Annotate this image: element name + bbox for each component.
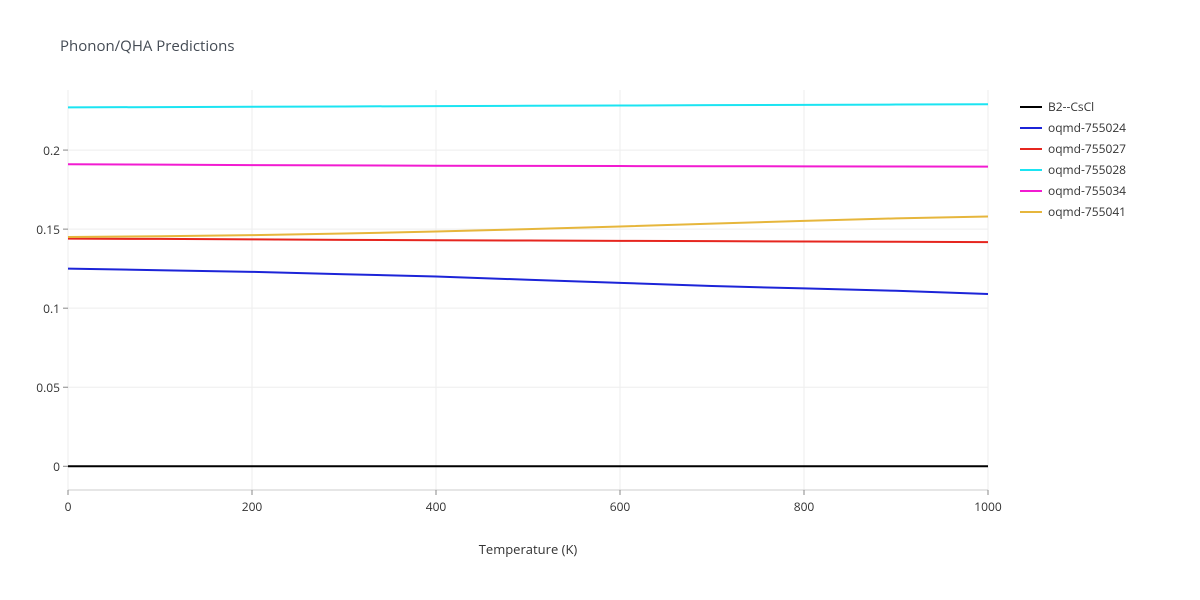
legend-item[interactable]: oqmd-755024 [1020,119,1126,136]
legend-swatch [1020,127,1042,129]
y-tick-label: 0.1 [43,300,60,317]
legend-item[interactable]: oqmd-755027 [1020,140,1126,157]
legend-swatch [1020,148,1042,150]
legend-label: oqmd-755024 [1048,119,1126,136]
x-tick-label: 400 [416,498,456,515]
legend-label: oqmd-755028 [1048,161,1126,178]
series-line[interactable] [68,239,988,242]
series-line[interactable] [68,164,988,166]
legend-label: oqmd-755027 [1048,140,1126,157]
legend-swatch [1020,211,1042,213]
legend-swatch [1020,169,1042,171]
legend-item[interactable]: oqmd-755034 [1020,182,1126,199]
legend-label: B2--CsCl [1048,98,1094,115]
series-line[interactable] [68,269,988,294]
x-axis-label: Temperature (K) [0,540,1056,558]
legend: B2--CsCl oqmd-755024 oqmd-755027 oqmd-75502… [1020,98,1126,224]
x-tick-label: 1000 [968,498,1008,515]
legend-swatch [1020,190,1042,192]
x-tick-label: 200 [232,498,272,515]
series-line[interactable] [68,104,988,107]
y-tick-label: 0 [53,458,60,475]
y-tick-label: 0.05 [36,379,60,396]
legend-swatch [1020,106,1042,108]
legend-label: oqmd-755034 [1048,182,1126,199]
legend-label: oqmd-755041 [1048,203,1126,220]
y-tick-label: 0.2 [43,142,60,159]
legend-item[interactable]: B2--CsCl [1020,98,1126,115]
x-tick-label: 600 [600,498,640,515]
y-tick-label: 0.15 [36,221,60,238]
x-tick-label: 800 [784,498,824,515]
legend-item[interactable]: oqmd-755028 [1020,161,1126,178]
legend-item[interactable]: oqmd-755041 [1020,203,1126,220]
series-line[interactable] [68,216,988,237]
x-tick-label: 0 [48,498,88,515]
